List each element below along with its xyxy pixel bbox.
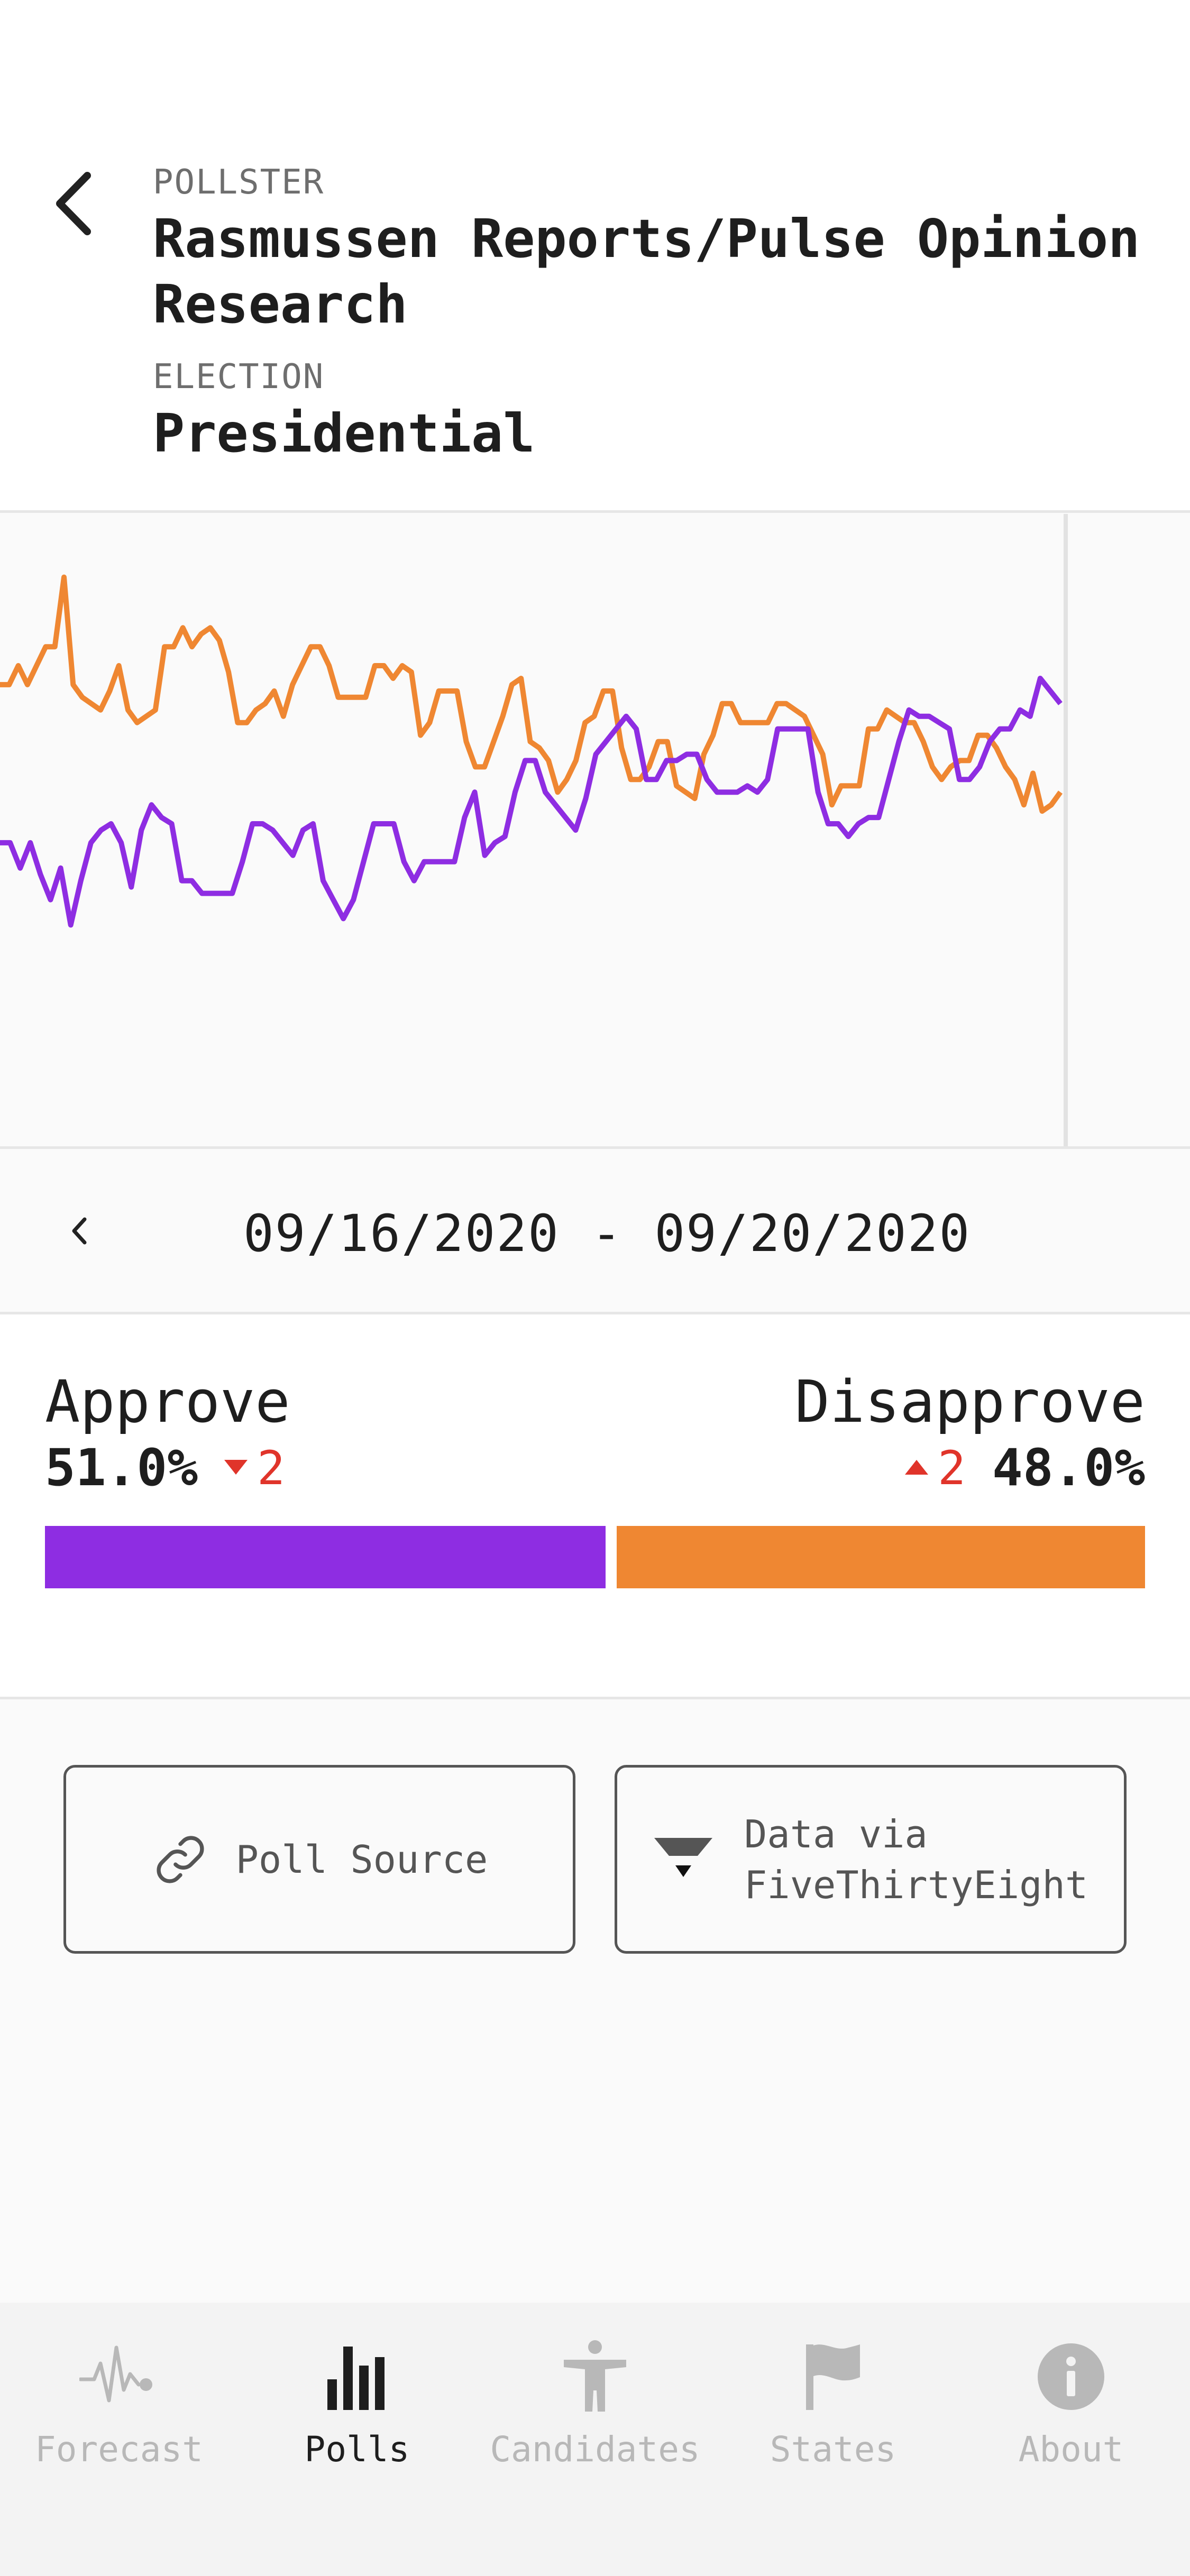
triangle-up-icon: [905, 1460, 929, 1475]
approve-percent: 51.0%: [45, 1438, 198, 1497]
disapprove-percent: 48.0%: [992, 1438, 1145, 1497]
chart-svg: [0, 514, 1190, 1146]
pollster-label: POLLSTER: [153, 163, 325, 202]
tab-states-label: States: [770, 2429, 896, 2470]
chevron-left-icon: [72, 1217, 87, 1245]
date-navigator: 09/16/2020 - 09/20/2020: [0, 1146, 1190, 1314]
person-icon: [564, 2340, 626, 2412]
bar-chart-icon: [327, 2347, 385, 2410]
chart-series-line-1: [0, 676, 1063, 928]
pollster-name: Rasmussen Reports/Pulse Opinion Research: [153, 208, 1140, 335]
disapprove-change: 2: [905, 1441, 966, 1495]
disapprove-label: Disapprove: [794, 1368, 1145, 1436]
heartbeat-icon: [79, 2345, 152, 2403]
tab-about-label: About: [1018, 2429, 1124, 2470]
poll-results: Approve Disapprove 51.0% 2 2 48.0%: [0, 1314, 1190, 1699]
link-icon: [157, 1836, 204, 1883]
poll-source-button[interactable]: Poll Source: [63, 1765, 575, 1954]
poll-date-range: 09/16/2020 - 09/20/2020: [243, 1204, 971, 1263]
fivethirtyeight-line: FiveThirtyEight: [744, 1862, 1088, 1907]
approve-change-value: 2: [257, 1440, 285, 1495]
poll-trend-chart[interactable]: [0, 514, 1190, 1146]
data-via-line: Data via: [744, 1811, 928, 1856]
tab-polls[interactable]: Polls: [238, 2334, 476, 2493]
tab-forecast-label: Forecast: [35, 2429, 203, 2470]
poll-source-label: Poll Source: [235, 1837, 488, 1882]
chevron-left-icon: [56, 172, 91, 235]
flag-icon: [806, 2344, 860, 2410]
tab-about[interactable]: About: [952, 2334, 1190, 2493]
disapprove-value-row: 2 48.0%: [905, 1436, 1145, 1499]
header: POLLSTER Rasmussen Reports/Pulse Opinion…: [0, 0, 1190, 513]
tab-polls-label: Polls: [304, 2429, 410, 2470]
header-text: POLLSTER Rasmussen Reports/Pulse Opinion…: [153, 159, 1158, 466]
approve-value-row: 51.0% 2: [45, 1436, 285, 1499]
fivethirtyeight-logo-icon: [654, 1837, 712, 1877]
disapprove-bar: [617, 1526, 1145, 1588]
back-button[interactable]: [42, 164, 106, 243]
tab-candidates[interactable]: Candidates: [476, 2334, 714, 2493]
info-icon: [1038, 2343, 1104, 2410]
approve-bar: [45, 1526, 606, 1588]
triangle-down-icon: [224, 1460, 248, 1475]
tab-states[interactable]: States: [714, 2334, 952, 2493]
disapprove-change-value: 2: [938, 1440, 966, 1495]
approve-change: 2: [224, 1441, 285, 1495]
bottom-tab-bar: Forecast Polls Candidates: [0, 2303, 1190, 2576]
previous-poll-button[interactable]: [53, 1197, 106, 1265]
chart-series-line-0: [0, 574, 1063, 814]
tab-candidates-label: Candidates: [490, 2429, 700, 2470]
election-name: Presidential: [153, 402, 535, 464]
chart-future-area: [1068, 514, 1190, 1146]
tab-forecast[interactable]: Forecast: [0, 2334, 238, 2493]
approve-label: Approve: [45, 1368, 290, 1436]
fivethirtyeight-label: Data via FiveThirtyEight: [744, 1809, 1088, 1910]
election-label: ELECTION: [153, 357, 325, 397]
fivethirtyeight-button[interactable]: Data via FiveThirtyEight: [615, 1765, 1127, 1954]
